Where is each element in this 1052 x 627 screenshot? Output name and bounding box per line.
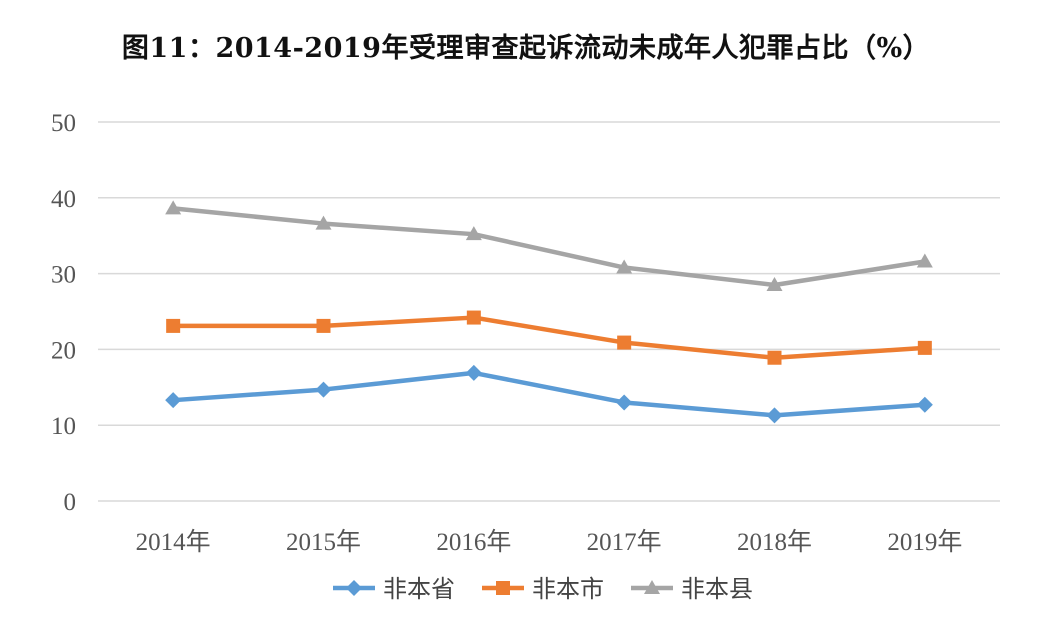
data-point-marker	[465, 364, 482, 381]
data-point-marker	[767, 350, 782, 365]
y-axis-ticks: 0 10 20 30 40 50	[51, 110, 76, 516]
x-tick-label: 2019年	[887, 528, 962, 556]
data-point-marker	[165, 392, 182, 409]
data-point-marker	[316, 318, 331, 333]
legend-item: 非本省	[333, 576, 455, 603]
legend-label: 非本市	[532, 576, 604, 603]
series-group	[165, 200, 933, 424]
legend-swatch-marker	[496, 581, 510, 595]
series-line	[170, 370, 928, 418]
x-tick-label: 2014年	[136, 528, 211, 556]
x-tick-label: 2017年	[587, 528, 662, 556]
data-point-marker	[165, 200, 182, 215]
y-tick-label: 0	[64, 489, 77, 516]
x-tick-label: 2018年	[737, 528, 812, 556]
y-tick-label: 20	[51, 337, 76, 364]
data-point-marker	[166, 318, 181, 333]
x-tick-label: 2016年	[436, 528, 511, 556]
gridlines	[98, 121, 1000, 502]
legend-label: 非本省	[383, 576, 455, 603]
y-tick-label: 50	[51, 110, 76, 137]
legend-item: 非本市	[482, 576, 604, 603]
legend-swatch-marker	[644, 580, 660, 594]
legend-swatch-marker	[346, 580, 362, 596]
data-point-marker	[315, 381, 332, 398]
series-line	[170, 206, 928, 288]
data-point-marker	[916, 253, 933, 268]
y-tick-label: 10	[51, 413, 76, 440]
data-point-marker	[616, 394, 633, 411]
data-point-marker	[917, 340, 932, 355]
y-tick-label: 30	[51, 262, 76, 289]
legend-item: 非本县	[631, 576, 753, 603]
x-axis-ticks: 2014年 2015年 2016年 2017年 2018年 2019年	[136, 528, 963, 556]
data-point-marker	[766, 276, 783, 291]
data-point-marker	[766, 407, 783, 424]
data-point-marker	[916, 396, 933, 413]
x-tick-label: 2015年	[286, 528, 361, 556]
series-line	[170, 315, 928, 360]
data-point-marker	[617, 335, 632, 350]
data-point-marker	[315, 215, 332, 230]
chart-title: 图11：2014-2019年受理审查起诉流动未成年人犯罪占比（%）	[121, 33, 931, 64]
data-point-marker	[616, 259, 633, 274]
data-point-marker	[465, 226, 482, 241]
series-1	[165, 364, 933, 424]
data-point-marker	[466, 310, 481, 325]
y-tick-label: 40	[51, 186, 76, 213]
legend: 非本省 非本市 非本县	[333, 576, 753, 603]
legend-label: 非本县	[681, 576, 753, 603]
series-2	[166, 310, 932, 365]
series-3	[165, 200, 933, 291]
